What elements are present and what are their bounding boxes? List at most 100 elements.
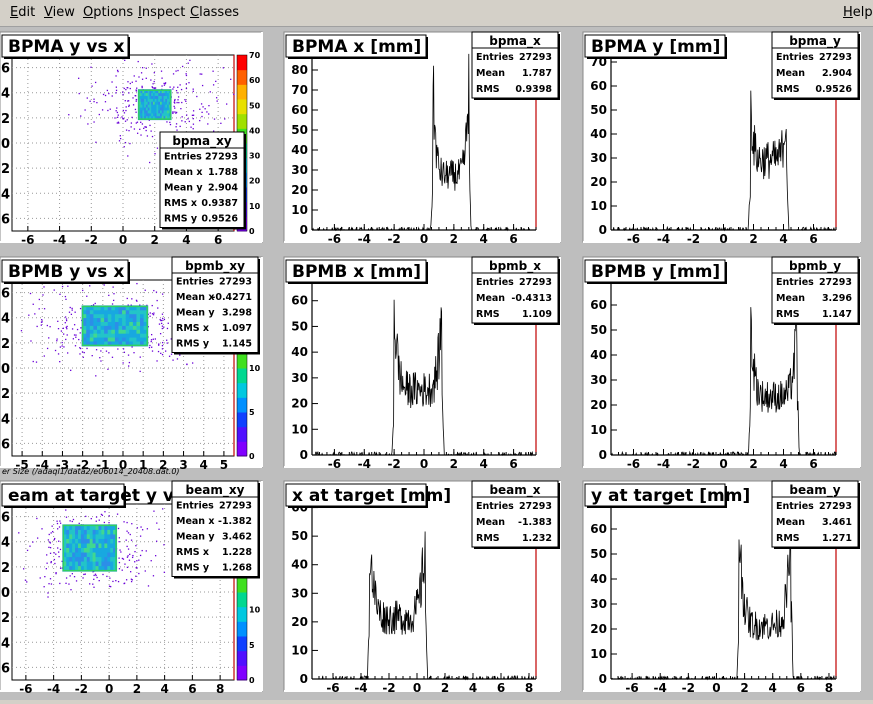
beam-cell — [110, 557, 114, 563]
pad-8[interactable]: -6-4-2024680102030405060x at target [mm]… — [283, 480, 561, 695]
beam-cell — [104, 529, 108, 535]
scatter-point — [140, 121, 142, 123]
beam-cell — [96, 310, 102, 315]
stats-value: 1.271 — [822, 533, 852, 544]
beam-cell — [93, 329, 98, 335]
scatter-point — [99, 357, 101, 359]
title-shadow — [4, 57, 130, 59]
beam-cell — [140, 110, 143, 114]
scatter-point — [181, 65, 184, 68]
scatter-point — [68, 311, 71, 313]
scatter-point — [59, 567, 62, 569]
stats-label: Mean y — [164, 183, 203, 194]
beam-cell — [145, 98, 149, 103]
pad-4[interactable]: -5-4-3-2-1012345642024620151050BPMB y vs… — [0, 256, 263, 472]
beam-cell — [129, 321, 134, 327]
pad-9[interactable]: -6-4-202468010203040506070y at target [m… — [582, 480, 861, 695]
scatter-point — [161, 341, 164, 344]
scatter-point — [141, 67, 144, 69]
histogram-line — [312, 53, 536, 232]
stats-value: 1.228 — [222, 547, 252, 558]
beam-cell — [163, 95, 166, 100]
scatter-point — [58, 540, 60, 542]
pad-6[interactable]: -6-4-20246010203040506070BPMB y [mm]bpmb… — [582, 256, 861, 471]
menu-options[interactable]: Options — [83, 5, 134, 20]
beam-cell — [142, 90, 145, 94]
scatter-point — [161, 319, 163, 322]
beam-cell — [129, 337, 134, 342]
scatter-point — [149, 344, 151, 347]
beam-cell — [80, 534, 85, 540]
scatter-point — [117, 580, 120, 583]
scatter-point — [38, 308, 40, 310]
x-tick-label: 2 — [441, 681, 449, 695]
beam-cell — [140, 318, 145, 323]
scatter-point — [138, 559, 140, 561]
scatter-point — [163, 571, 166, 573]
x-tick-label: -2 — [387, 457, 400, 471]
beam-cell — [144, 95, 147, 100]
beam-cell — [75, 566, 79, 572]
beam-cell — [149, 116, 152, 120]
y-tick-label: 30 — [590, 373, 607, 387]
y-tick-label: 20 — [291, 397, 308, 411]
scatter-point — [139, 356, 141, 358]
beam-cell — [132, 341, 137, 346]
beam-cell — [156, 116, 159, 120]
scatter-point — [162, 508, 164, 510]
scatter-point — [28, 314, 30, 316]
beam-cell — [72, 552, 76, 558]
beam-cell — [107, 557, 111, 563]
x-tick-label: 0 — [719, 232, 727, 246]
menu-edit[interactable]: Edit — [10, 5, 36, 20]
scatter-point — [35, 361, 38, 363]
scatter-point — [151, 346, 153, 348]
scatter-point — [155, 291, 158, 293]
scatter-point — [64, 316, 67, 318]
stats-value: 27293 — [519, 501, 552, 512]
scatter-point — [126, 556, 129, 558]
scatter-point — [30, 340, 32, 342]
beam-cell — [93, 325, 98, 331]
scatter-point — [153, 87, 155, 89]
x-tick-label: 5 — [220, 458, 228, 472]
beam-cell — [154, 104, 157, 109]
menu-help[interactable]: Help — [843, 5, 873, 20]
stats-name: bpma_xy — [172, 134, 232, 149]
beam-cell — [66, 552, 70, 558]
scatter-point — [130, 539, 133, 541]
beam-cell — [80, 529, 85, 535]
beam-cell — [107, 538, 111, 544]
beam-cell — [158, 107, 161, 111]
scatter-point — [82, 577, 84, 579]
menu-inspect[interactable]: Inspect — [138, 5, 186, 20]
pad-7[interactable]: -6-4-20246864202462520151050eam at targe… — [0, 480, 263, 696]
x-tick-label: 0 — [119, 458, 127, 472]
scatter-point — [201, 73, 203, 75]
scatter-point — [71, 328, 74, 330]
beam-cell — [89, 341, 94, 346]
scatter-point — [151, 135, 154, 138]
scatter-point — [56, 528, 59, 530]
beam-cell — [66, 538, 70, 544]
scatter-point — [63, 346, 65, 348]
stats-label: Mean y — [176, 532, 215, 543]
beam-cell — [89, 543, 94, 549]
x-tick-label: -4 — [657, 457, 670, 471]
root-canvas[interactable]: -6 -4 -2 0 2 4 6 6 4 2 0 2 4 6 70 60 50 40 30 20 10 0 BPMA y v… — [0, 27, 873, 700]
beam-cell — [95, 557, 99, 563]
scatter-point — [36, 517, 38, 520]
beam-cell — [110, 552, 114, 558]
menu-view[interactable]: View — [44, 5, 75, 20]
beam-cell — [86, 543, 91, 549]
menu-classes[interactable]: Classes — [190, 5, 239, 20]
beam-cell — [89, 534, 94, 540]
x-tick-label: -2 — [75, 682, 88, 696]
scatter-point — [208, 105, 210, 107]
beam-cell — [136, 329, 141, 335]
